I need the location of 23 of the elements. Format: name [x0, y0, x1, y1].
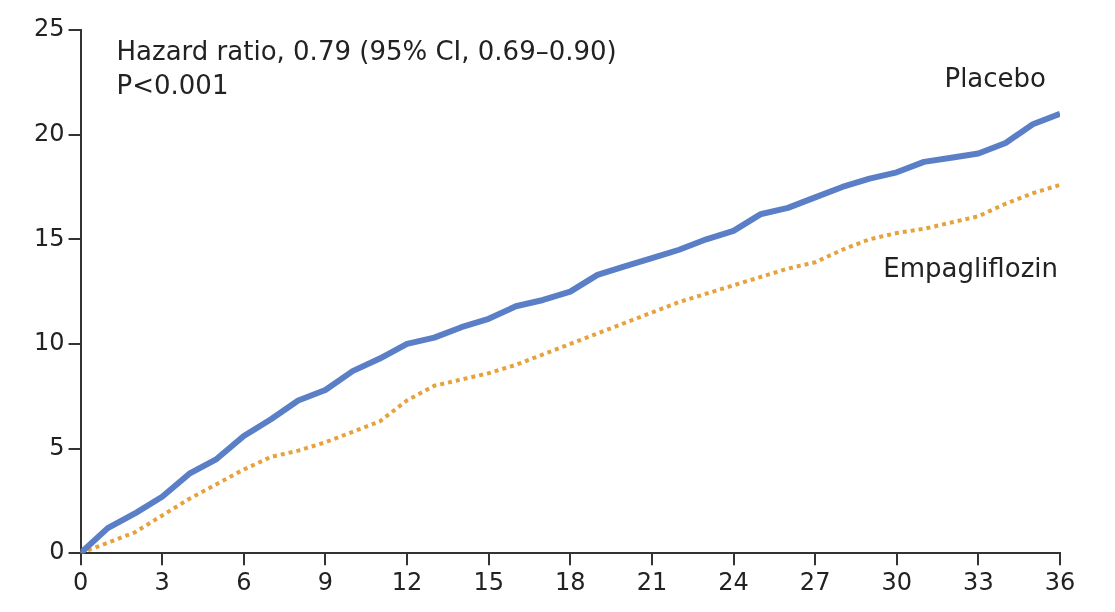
x-tick-label: 6	[236, 567, 252, 596]
x-tick-label: 18	[555, 567, 586, 596]
x-tick-label: 24	[718, 567, 749, 596]
annotation: P<0.001	[116, 69, 229, 100]
y-tick-label: 0	[49, 537, 65, 566]
x-tick-label: 3	[154, 567, 170, 596]
x-tick-label: 30	[881, 567, 913, 596]
x-tick-label: 15	[473, 567, 504, 596]
y-tick-label: 10	[33, 328, 65, 357]
annotation: Hazard ratio, 0.79 (95% CI, 0.69–0.90)	[116, 35, 617, 66]
x-tick-label: 0	[72, 567, 89, 596]
y-tick-label: 15	[33, 223, 65, 252]
x-tick-label: 12	[391, 567, 423, 596]
y-tick-label: 25	[33, 14, 65, 43]
series-label: Empagliflozin	[883, 252, 1058, 283]
y-tick-label: 20	[33, 118, 65, 147]
x-tick-label: 36	[1044, 567, 1076, 596]
x-tick-label: 27	[799, 567, 831, 596]
y-tick-label: 5	[49, 432, 65, 461]
x-tick-label: 9	[317, 567, 334, 596]
series-label: Placebo	[944, 63, 1046, 94]
x-tick-label: 21	[636, 567, 668, 596]
x-tick-label: 33	[963, 567, 994, 596]
